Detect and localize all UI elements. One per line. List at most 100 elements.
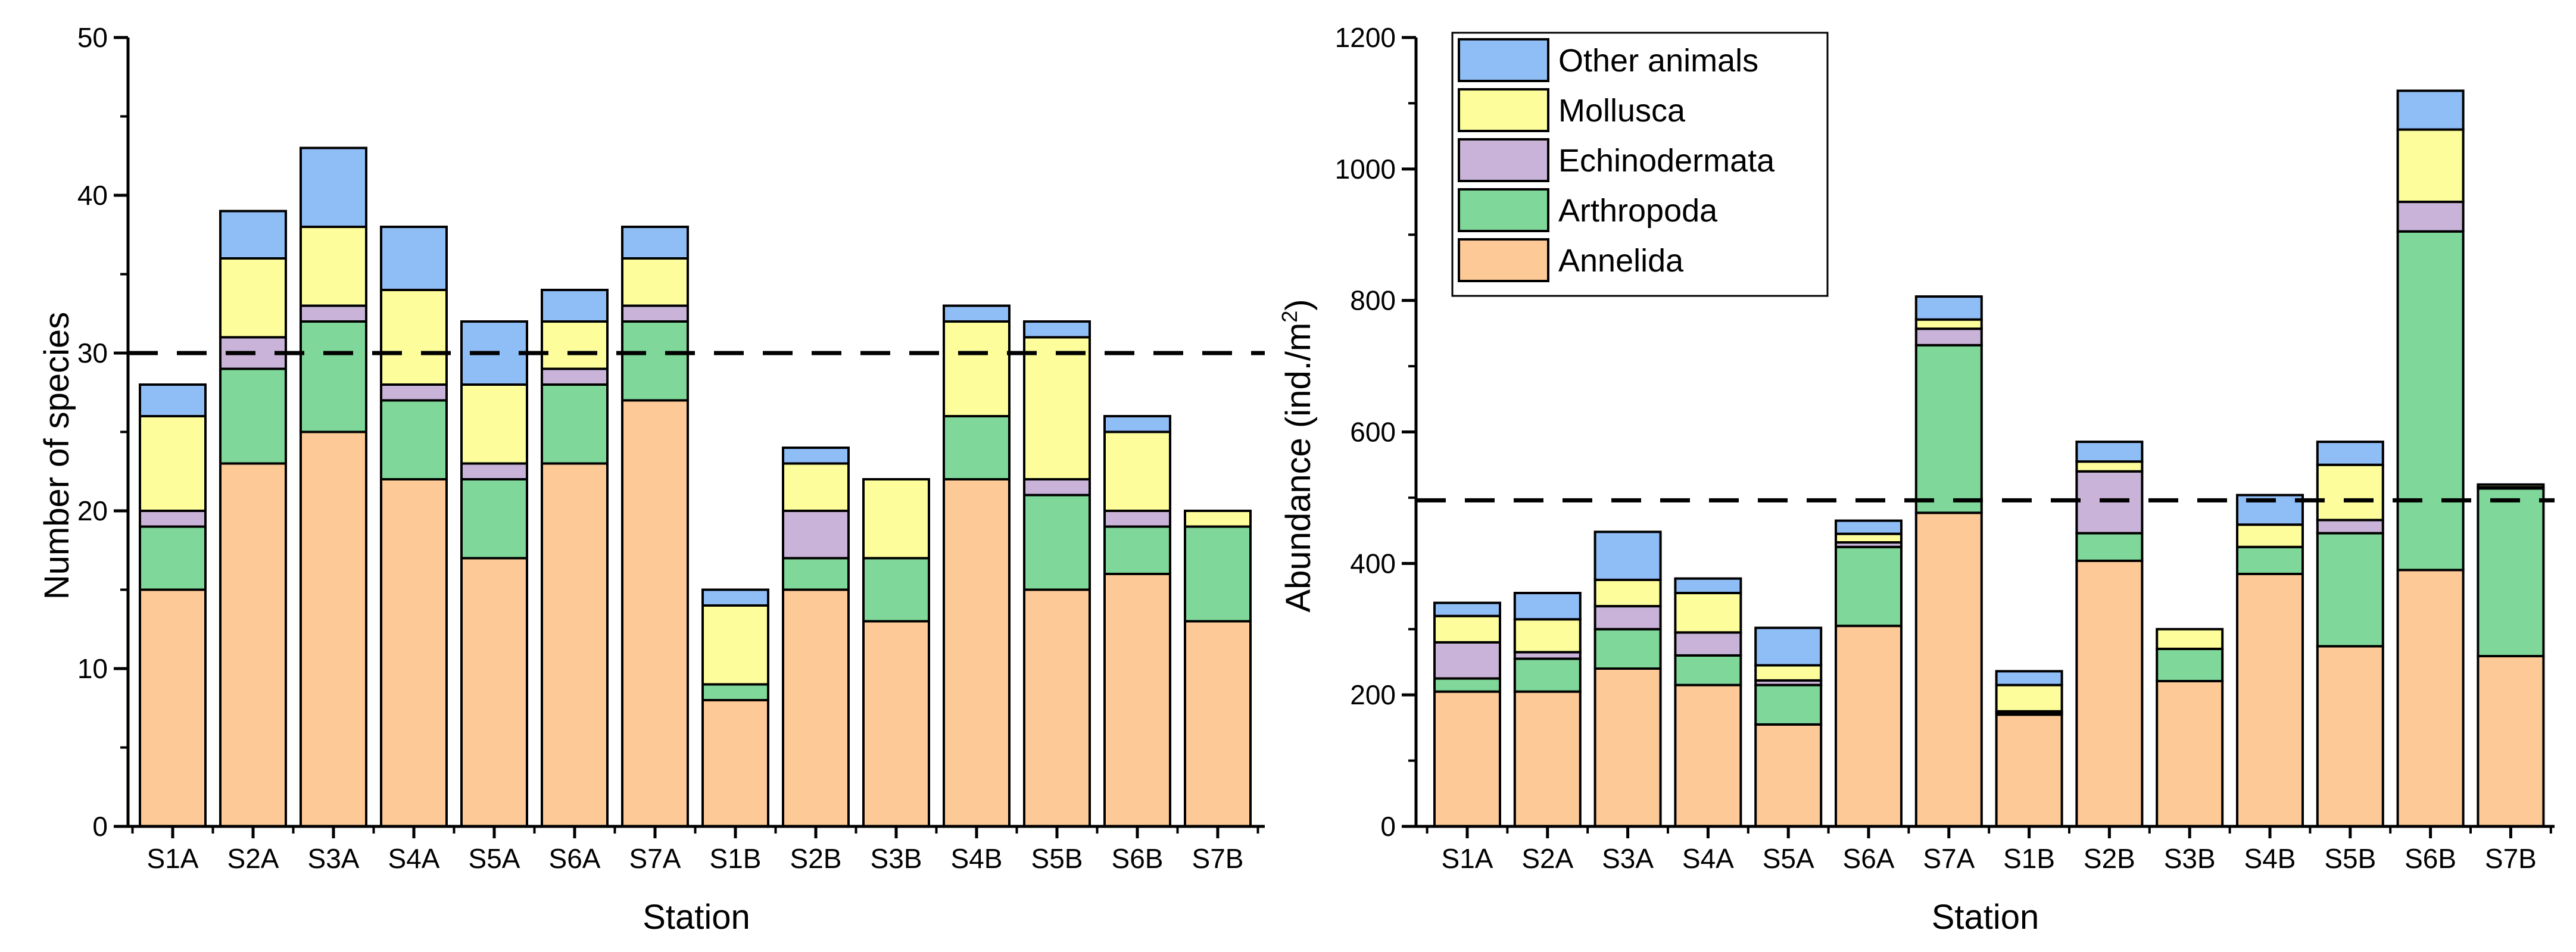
- x-tick-label: S1A: [147, 843, 199, 874]
- bar-segment-annelida-s6b: [2396, 569, 2465, 828]
- bar-segment-arthropoda-s3b: [862, 557, 930, 623]
- legend-label: Annelida: [1558, 243, 1684, 279]
- y-tick-label: 1200: [1335, 22, 1396, 53]
- bar-segment-other-animals-s3a: [1593, 530, 1662, 581]
- bar-segment-mollusca-s4a: [1674, 592, 1742, 634]
- x-tick-label: S2B: [790, 843, 842, 874]
- bar-segment-arthropoda-s3a: [300, 320, 367, 433]
- bar-segment-annelida-s4a: [1674, 683, 1742, 828]
- y-tick-label: 0: [1380, 811, 1396, 842]
- bar-segment-other-animals-s6b: [2396, 89, 2465, 131]
- x-tick-label: S2A: [1521, 843, 1573, 874]
- bar-segment-arthropoda-s6b: [1103, 525, 1171, 575]
- bar-segment-annelida-s4b: [943, 478, 1011, 828]
- bar-segment-annelida-s6a: [541, 462, 609, 828]
- bar-segment-mollusca-s2a: [1513, 618, 1582, 654]
- bar-segment-arthropoda-s7b: [1184, 525, 1252, 623]
- bar-segment-echinodermata-s5b: [2316, 519, 2384, 535]
- x-tick-label: S5A: [469, 843, 520, 874]
- bar-segment-annelida-s3a: [300, 430, 367, 828]
- y-tick-label: 400: [1350, 548, 1396, 579]
- bar-segment-other-animals-s5a: [1754, 626, 1823, 667]
- bar-segment-annelida-s2b: [2075, 559, 2144, 828]
- bar-segment-mollusca-s4b: [2236, 523, 2304, 548]
- bar-segment-arthropoda-s2a: [1513, 657, 1582, 693]
- bar-segment-annelida-s7a: [621, 399, 689, 828]
- bar-segment-mollusca-s7b: [2477, 483, 2545, 489]
- bar-segment-annelida-s5b: [1023, 588, 1091, 828]
- bar-segment-echinodermata-s3a: [1593, 605, 1662, 630]
- bar-segment-echinodermata-s1a: [1433, 641, 1501, 680]
- bar-segment-mollusca-s1b: [1995, 683, 2063, 713]
- bar-segment-mollusca-s1a: [1433, 614, 1501, 644]
- x-tick-label: S3B: [2164, 843, 2216, 874]
- bar-segment-annelida-s7b: [2477, 655, 2545, 828]
- bar-segment-other-animals-s4a: [1674, 577, 1742, 595]
- bar-segment-arthropoda-s6b: [2396, 230, 2465, 572]
- bar-segment-annelida-s7a: [1914, 511, 1983, 828]
- bar-segment-other-animals-s6a: [1835, 519, 1903, 535]
- bar-segment-mollusca-s3a: [1593, 578, 1662, 608]
- x-tick-label: S3A: [308, 843, 360, 874]
- bar-segment-arthropoda-s4b: [2236, 545, 2304, 576]
- bar-segment-annelida-s5a: [460, 557, 528, 828]
- x-tick-label: S2A: [227, 843, 279, 874]
- bar-segment-arthropoda-s5a: [460, 478, 528, 560]
- bar-segment-annelida-s1b: [1995, 713, 2063, 828]
- bar-segment-annelida-s2a: [1513, 690, 1582, 828]
- y-axis-title-text: Number of species: [38, 312, 76, 600]
- bar-segment-other-animals-s5b: [2316, 441, 2384, 466]
- bar-segment-arthropoda-s6a: [541, 383, 609, 465]
- x-tick-label: S6B: [1112, 843, 1164, 874]
- bar-segment-mollusca-s2b: [782, 462, 850, 512]
- bar-segment-annelida-s3b: [2156, 679, 2224, 828]
- bar-segment-echinodermata-s3a: [300, 304, 367, 323]
- bar-segment-annelida-s2a: [219, 462, 287, 828]
- bar-segment-arthropoda-s5a: [1754, 683, 1823, 726]
- bar-segment-annelida-s7b: [1184, 620, 1252, 828]
- bar-segment-other-animals-s6a: [541, 289, 609, 323]
- legend-swatch-echinodermata: [1458, 138, 1549, 182]
- x-tick-label: S4A: [388, 843, 440, 874]
- bar-segment-echinodermata-s5b: [1023, 478, 1091, 497]
- bar-segment-annelida-s1b: [701, 699, 769, 828]
- x-tick-label: S2B: [2084, 843, 2135, 874]
- bar-segment-echinodermata-s4a: [380, 383, 448, 402]
- bar-segment-mollusca-s3b: [2156, 628, 2224, 650]
- bar-segment-annelida-s1a: [139, 588, 207, 828]
- x-tick-label: S7B: [1192, 843, 1244, 874]
- x-tick-label: S3B: [871, 843, 922, 874]
- bar-segment-mollusca-s3b: [862, 478, 930, 560]
- x-axis-title: Station: [1932, 898, 2039, 937]
- bar-segment-echinodermata-s1a: [139, 510, 207, 528]
- bar-segment-arthropoda-s2b: [2075, 532, 2144, 562]
- y-tick-label: 0: [92, 811, 108, 842]
- bar-segment-other-animals-s2b: [782, 447, 850, 465]
- bar-segment-echinodermata-s7a: [1914, 327, 1983, 347]
- bar-segment-arthropoda-s2b: [782, 557, 850, 591]
- x-tick-label: S6A: [1843, 843, 1895, 874]
- bar-segment-echinodermata-s6b: [2396, 201, 2465, 233]
- bar-segment-arthropoda-s7a: [621, 320, 689, 402]
- bar-segment-mollusca-s5a: [460, 383, 528, 465]
- bar-segment-echinodermata-s6b: [1103, 510, 1171, 528]
- bar-segment-annelida-s6a: [1835, 625, 1903, 828]
- bar-segment-arthropoda-s7b: [2477, 487, 2545, 658]
- legend-swatch-other-animals: [1458, 38, 1549, 82]
- bar-segment-annelida-s3a: [1593, 667, 1662, 828]
- bar-segment-arthropoda-s3b: [2156, 647, 2224, 682]
- x-tick-label: S3A: [1602, 843, 1654, 874]
- legend-swatch-mollusca: [1458, 88, 1549, 132]
- x-tick-label: S4B: [951, 843, 1003, 874]
- bar-segment-other-animals-s2a: [219, 210, 287, 260]
- bar-segment-arthropoda-s1b: [701, 683, 769, 701]
- bar-segment-mollusca-s5b: [1023, 336, 1091, 480]
- legend-label: Mollusca: [1558, 93, 1686, 129]
- bar-segment-arthropoda-s4a: [1674, 654, 1742, 686]
- x-tick-label: S5A: [1763, 843, 1814, 874]
- bar-segment-mollusca-s6b: [1103, 430, 1171, 512]
- bar-segment-other-animals-s1b: [1995, 670, 2063, 686]
- x-tick-label: S6A: [549, 843, 601, 874]
